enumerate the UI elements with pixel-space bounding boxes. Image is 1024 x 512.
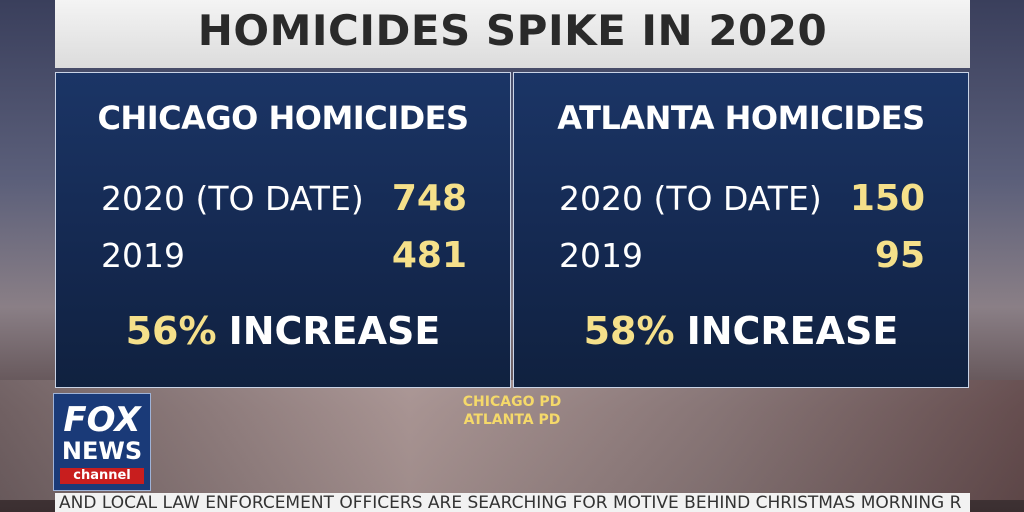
increase-label: INCREASE xyxy=(228,309,441,353)
ticker: AND LOCAL LAW ENFORCEMENT OFFICERS ARE S… xyxy=(55,493,970,512)
stat-label: 2019 xyxy=(559,236,643,275)
increase: 56% INCREASE xyxy=(56,309,510,353)
logo-fox: FOX xyxy=(63,400,141,440)
stat-row: 2020 (TO DATE) 150 xyxy=(559,179,925,219)
logo-channel: channel xyxy=(60,468,144,484)
increase-percent: 58% xyxy=(583,309,675,353)
stat-row: 2020 (TO DATE) 748 xyxy=(101,179,467,219)
logo: FOX NEWS channel xyxy=(53,393,151,491)
stat-row: 2019 481 xyxy=(101,236,467,276)
stat-label: 2020 (TO DATE) xyxy=(101,179,364,218)
increase: 58% INCREASE xyxy=(514,309,968,353)
panel: CHICAGO HOMICIDES 2020 (TO DATE) 748 2019 48… xyxy=(55,72,511,388)
stat-label: 2019 xyxy=(101,236,185,275)
stat-label: 2020 (TO DATE) xyxy=(559,179,822,218)
stat-value: 150 xyxy=(849,178,925,219)
panel-title: ATLANTA HOMICIDES xyxy=(557,99,925,137)
stat-value: 481 xyxy=(391,235,467,276)
stat-value: 748 xyxy=(391,178,467,219)
stat-value: 95 xyxy=(874,235,925,276)
panel-title: CHICAGO HOMICIDES xyxy=(97,99,469,137)
stat-row: 2019 95 xyxy=(559,236,925,276)
source: ATLANTA PD xyxy=(463,412,561,428)
logo-news: NEWS xyxy=(61,437,143,465)
panel: ATLANTA HOMICIDES 2020 (TO DATE) 150 2019 95… xyxy=(513,72,969,388)
increase-percent: 56% xyxy=(125,309,217,353)
increase-label: INCREASE xyxy=(686,309,899,353)
source: CHICAGO PD xyxy=(462,394,562,410)
header-title: HOMICIDES SPIKE IN 2020 xyxy=(55,0,970,68)
